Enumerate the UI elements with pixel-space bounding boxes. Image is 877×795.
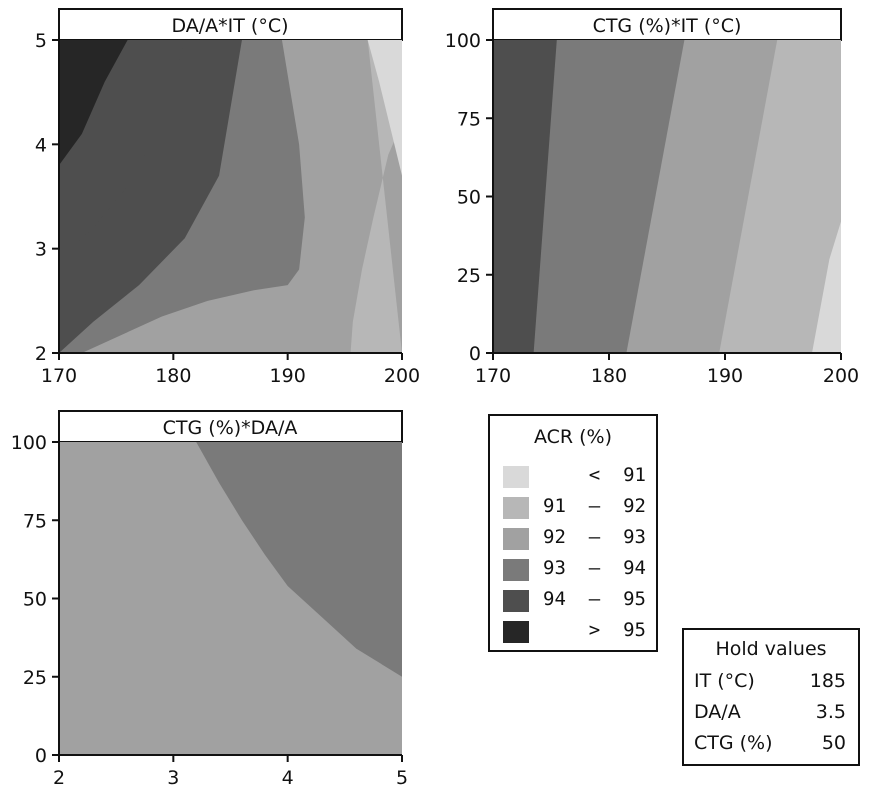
legend-label: > 95 [554, 619, 646, 641]
axes-group: 170 180 190 200 0 25 50 75 100 [445, 30, 859, 387]
contour-fill-group [59, 442, 402, 755]
panel-title: CTG (%)*DA/A [163, 417, 298, 439]
y-tick-label: 75 [23, 510, 47, 532]
contour-region [493, 40, 557, 353]
legend-item: 93 – 94 [490, 555, 656, 585]
legend-label: < 91 [554, 464, 646, 486]
legend-title: ACR (%) [533, 426, 613, 448]
y-tick-label: 100 [445, 30, 481, 52]
legend-swatch [503, 590, 529, 612]
x-tick-label: 4 [282, 767, 294, 789]
hold-value-row: DA/A 3.5 [694, 701, 846, 731]
contour-region [367, 40, 402, 176]
legend-item: 91 – 92 [490, 493, 656, 523]
hold-label: DA/A [694, 701, 741, 723]
hold-value: 50 [821, 732, 846, 754]
hold-value-row: CTG (%) 50 [694, 732, 846, 762]
x-tick-label: 200 [384, 365, 420, 387]
x-tick-label: 180 [155, 365, 191, 387]
x-tick-label: 190 [707, 365, 743, 387]
y-tick-label: 75 [457, 108, 481, 130]
contour-region [59, 40, 128, 166]
legend: ACR (%) < 91 91 – 92 92 – 93 93 – 94 94 – 95… [488, 414, 658, 652]
y-tick-label: 0 [469, 343, 481, 365]
y-tick-label: 5 [35, 30, 47, 52]
legend-swatch [503, 497, 529, 519]
y-tick-label: 50 [457, 187, 481, 209]
legend-swatch [503, 466, 529, 488]
contour-fill-group [493, 40, 841, 353]
hold-label: IT (°C) [694, 670, 755, 692]
legend-label: 94 – 95 [543, 588, 646, 610]
y-tick-label: 25 [23, 667, 47, 689]
legend-label: 92 – 93 [543, 526, 646, 548]
legend-swatch [503, 528, 529, 550]
contour-fill-group [59, 40, 402, 353]
axes-group: 170 180 190 200 2 3 4 5 [35, 30, 420, 387]
y-tick-label: 2 [35, 343, 47, 365]
x-tick-label: 180 [591, 365, 627, 387]
legend-label: 91 – 92 [543, 495, 646, 517]
panel-ctg-vs-it: CTG (%)*IT (°C) 170 180 190 200 0 25 50 75 100 [445, 8, 859, 387]
y-tick-label: 100 [11, 432, 47, 454]
hold-value-row: IT (°C) 185 [694, 670, 846, 700]
x-tick-label: 5 [396, 767, 408, 789]
hold-value: 185 [809, 670, 846, 692]
legend-label: 93 – 94 [543, 557, 646, 579]
hold-values-title: Hold values [715, 638, 827, 660]
panel-title: CTG (%)*IT (°C) [593, 15, 742, 37]
contour-region [196, 442, 402, 677]
panel-da-a-vs-it: DA/A*IT (°C) 170 180 190 200 2 3 4 5 [35, 8, 420, 387]
hold-values-box: Hold values IT (°C) 185 DA/A 3.5 CTG (%) 50 [682, 628, 860, 766]
x-tick-label: 2 [53, 767, 65, 789]
x-tick-label: 3 [167, 767, 179, 789]
x-tick-label: 190 [270, 365, 306, 387]
hold-label: CTG (%) [694, 732, 773, 754]
legend-item: < 91 [490, 462, 656, 492]
legend-swatch [503, 559, 529, 581]
panel-header [58, 410, 403, 443]
legend-item: > 95 [490, 617, 656, 647]
y-tick-label: 50 [23, 589, 47, 611]
y-tick-label: 0 [35, 745, 47, 767]
x-tick-label: 170 [41, 365, 77, 387]
x-tick-label: 200 [823, 365, 859, 387]
hold-value: 3.5 [815, 701, 846, 723]
legend-swatch [503, 621, 529, 643]
legend-item: 92 – 93 [490, 524, 656, 554]
x-tick-label: 170 [475, 365, 511, 387]
y-tick-label: 25 [457, 265, 481, 287]
panel-header [492, 8, 842, 41]
panel-title: DA/A*IT (°C) [171, 15, 288, 37]
legend-item: 94 – 95 [490, 586, 656, 616]
y-tick-label: 3 [35, 239, 47, 261]
panel-header [58, 8, 403, 41]
y-tick-label: 4 [35, 134, 47, 156]
